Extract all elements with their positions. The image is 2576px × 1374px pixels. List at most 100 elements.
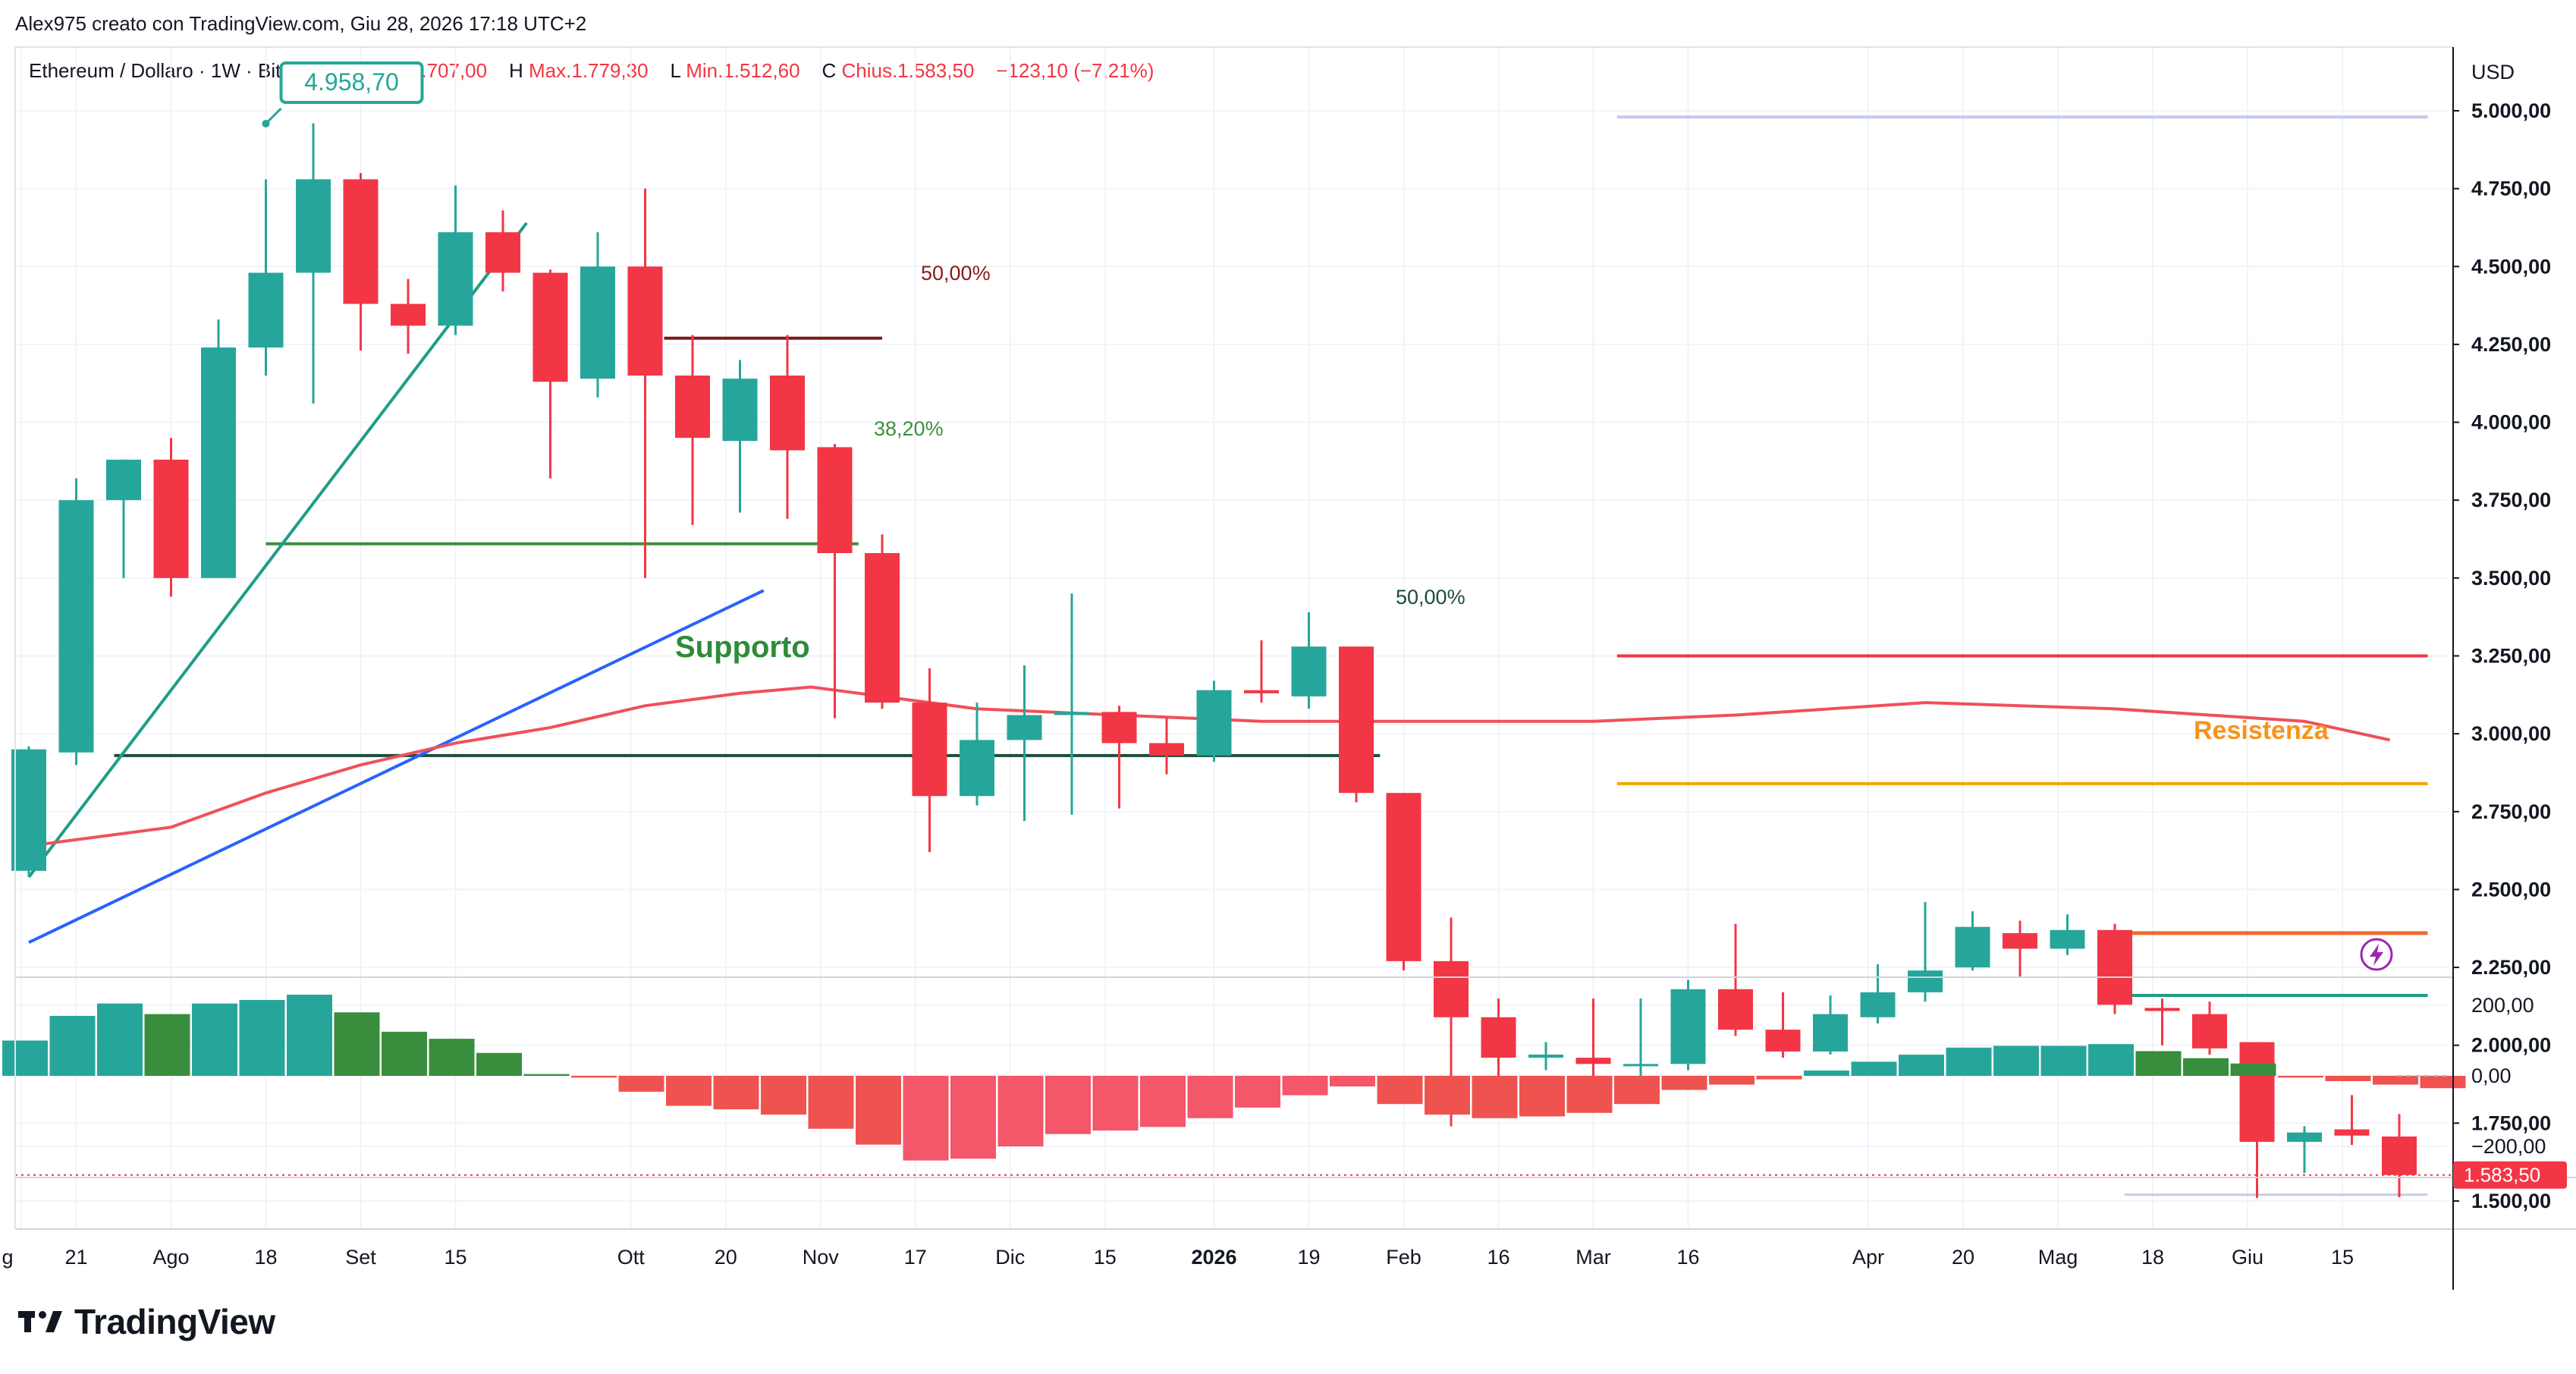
price-tick-label: 3.000,00 xyxy=(2471,722,2551,745)
price-tick-label: 2.000,00 xyxy=(2471,1034,2551,1057)
candle-body xyxy=(2144,1008,2180,1011)
oscillator-bar xyxy=(2040,1045,2087,1076)
candle-body xyxy=(580,266,615,379)
candle xyxy=(532,269,568,479)
time-tick-label: 15 xyxy=(2331,1246,2354,1269)
price-tick-label: 5.000,00 xyxy=(2471,99,2551,122)
candle xyxy=(2003,920,2037,977)
candle-body xyxy=(2382,1137,2417,1175)
candle xyxy=(1718,923,1753,1036)
oscillator-bar xyxy=(1330,1076,1375,1086)
candle-body xyxy=(722,379,758,442)
chart-credit: Alex975 creato con TradingView.com, Giu … xyxy=(15,12,587,35)
candles-layer xyxy=(11,123,2417,1198)
candle-body xyxy=(2050,929,2085,949)
candle-body xyxy=(1054,712,1089,715)
candle-body xyxy=(438,232,473,326)
candle-body xyxy=(817,447,853,554)
candle xyxy=(2192,1001,2227,1055)
candle-body xyxy=(296,179,331,273)
oscillator-bar xyxy=(997,1076,1044,1146)
high-marker-pointer xyxy=(265,107,282,125)
candle-body xyxy=(2003,932,2037,949)
candle xyxy=(1481,998,1516,1077)
oscillator-bar xyxy=(950,1076,996,1159)
oscillator-bar xyxy=(618,1076,664,1092)
time-tick-label: Mar xyxy=(1575,1246,1611,1269)
time-tick-label: Feb xyxy=(1386,1246,1422,1269)
price-tick-label: 1.750,00 xyxy=(2471,1111,2551,1134)
candle xyxy=(580,232,615,398)
candle xyxy=(2097,923,2132,1014)
candle xyxy=(1908,901,1943,1002)
close-value: Chius.1.583,50 xyxy=(841,59,975,82)
close-label: C xyxy=(821,59,837,82)
candle-body xyxy=(2097,929,2132,1005)
oscillator-bar xyxy=(1804,1071,1849,1076)
candle xyxy=(1623,998,1658,1080)
candle xyxy=(1813,995,1848,1055)
candle-body xyxy=(1955,926,1990,968)
candle xyxy=(1386,793,1422,971)
candle-body xyxy=(1528,1055,1563,1058)
oscillator-bar xyxy=(523,1074,570,1076)
time-tick-label: 20 xyxy=(1952,1246,1974,1269)
candle-body xyxy=(770,375,805,451)
oscillator-bar xyxy=(1425,1076,1470,1115)
candle xyxy=(58,478,94,766)
oscillator-bar xyxy=(1946,1047,1992,1076)
time-tick-label: Ago xyxy=(152,1246,189,1269)
candle xyxy=(1007,665,1042,822)
candle-body xyxy=(2334,1129,2370,1136)
candle-body xyxy=(1670,989,1706,1064)
oscillator-bar xyxy=(1566,1076,1613,1113)
oscillator-bar xyxy=(761,1076,806,1115)
oscillator-bar xyxy=(713,1076,759,1110)
candle xyxy=(1528,1042,1563,1071)
oscillator-tick-label: 200,00 xyxy=(2471,994,2534,1017)
oscillator-bar xyxy=(1756,1076,1802,1080)
candle-body xyxy=(391,303,426,326)
last-price-label: 1.583,50 xyxy=(2464,1164,2540,1187)
price-tick-label: 2.750,00 xyxy=(2471,800,2551,823)
lightning-alert-icon xyxy=(2360,938,2393,971)
time-tick-label: 19 xyxy=(1297,1246,1320,1269)
fib-50-top-label: 50,00% xyxy=(921,262,991,285)
time-tick-label: 18 xyxy=(254,1246,277,1269)
lightning-icon xyxy=(2370,944,2383,966)
candle-body xyxy=(1196,690,1232,756)
candle-body xyxy=(960,740,994,797)
price-tick-label: 4.000,00 xyxy=(2471,411,2551,434)
oscillator-bar xyxy=(2230,1063,2276,1076)
time-tick-label: 15 xyxy=(444,1246,467,1269)
oscillator-bar xyxy=(571,1076,617,1078)
oscillator-bar xyxy=(1045,1076,1091,1134)
change-value: −123,10 (−7,21%) xyxy=(996,59,1154,82)
time-tick-label: 17 xyxy=(904,1246,927,1269)
oscillator-bar xyxy=(429,1039,475,1076)
candle xyxy=(675,335,710,526)
oscillator-bar xyxy=(2135,1051,2182,1076)
oscillator-bar xyxy=(476,1052,522,1076)
time-tick-label: Set xyxy=(345,1246,376,1269)
candle-body xyxy=(1007,715,1042,740)
symbol-name[interactable]: Ethereum / Dollaro · 1W · Bitfinex xyxy=(29,59,323,82)
candle-body xyxy=(1908,970,1943,992)
candle-body xyxy=(2192,1014,2227,1049)
candle-body xyxy=(1481,1017,1516,1058)
candle xyxy=(106,459,141,578)
oscillator-bar xyxy=(1614,1076,1660,1105)
oscillator-bar xyxy=(49,1015,96,1076)
time-tick-label: 21 xyxy=(64,1246,87,1269)
time-tick-label: 15 xyxy=(1094,1246,1117,1269)
oscillator-bar xyxy=(1235,1076,1280,1108)
oscillator-bar xyxy=(144,1014,190,1076)
oscillator-bar xyxy=(1993,1045,2039,1076)
time-tick-label: Apr xyxy=(1852,1246,1884,1269)
candle xyxy=(11,746,46,878)
candle xyxy=(1291,612,1327,709)
candle xyxy=(153,438,189,597)
candle-body xyxy=(106,459,141,501)
oscillator-bar xyxy=(239,1000,285,1076)
